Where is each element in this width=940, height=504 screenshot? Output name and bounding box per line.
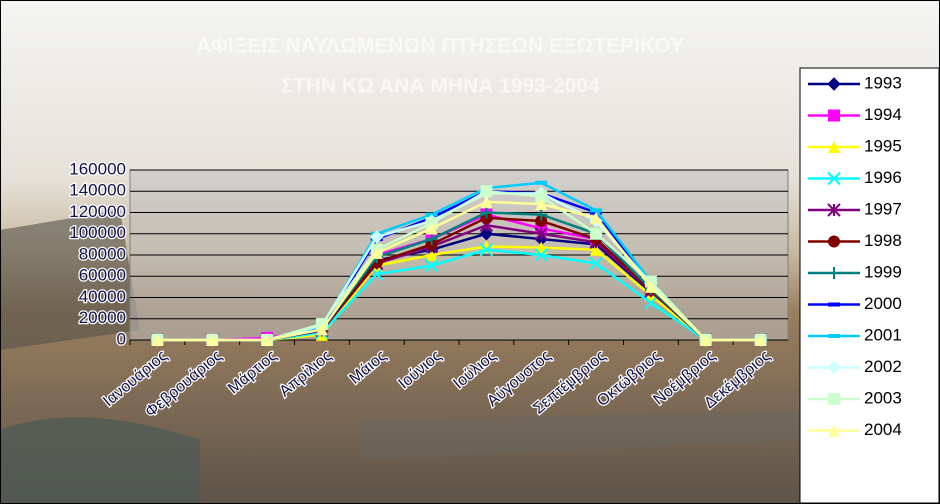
legend-label: 1999	[864, 262, 902, 281]
chart: ΑΦΙΞΕΙΣ ΝΑΥΛΩΜΕΝΩΝ ΠΤΗΣΕΩΝ ΕΞΩΤΕΡΙΚΟΥ ΣΤ…	[0, 0, 940, 504]
legend-label: 2001	[864, 325, 902, 344]
marker	[535, 181, 547, 185]
marker	[480, 185, 492, 197]
y-tick-label: 120000	[69, 202, 126, 221]
marker	[828, 110, 840, 122]
page: {"chart_data": {"type": "line", "title":…	[0, 0, 940, 504]
y-tick-label: 80000	[79, 244, 126, 263]
chart-subtitle: ΣΤΗΝ ΚΩ ΑΝΑ ΜΗΝΑ 1993-2004	[280, 75, 600, 98]
chart-title: ΑΦΙΞΕΙΣ ΝΑΥΛΩΜΕΝΩΝ ΠΤΗΣΕΩΝ ΕΞΩΤΕΡΙΚΟΥ	[196, 35, 684, 58]
legend-label: 2000	[864, 294, 902, 313]
y-tick-label: 0	[117, 329, 126, 348]
legend-label: 1993	[864, 73, 902, 92]
legend-label: 1998	[864, 231, 902, 250]
marker	[590, 208, 602, 212]
y-tick-label: 60000	[79, 266, 126, 285]
legend-label: 1995	[864, 136, 902, 155]
marker	[828, 303, 840, 307]
marker	[828, 334, 840, 338]
legend-label: 1994	[864, 105, 902, 124]
legend-label: 2004	[864, 420, 902, 439]
y-tick-label: 40000	[79, 287, 126, 306]
legend-label: 1997	[864, 199, 902, 218]
marker	[590, 228, 602, 240]
legend-label: 2003	[864, 388, 902, 407]
legend-label: 2002	[864, 357, 902, 376]
marker	[828, 393, 840, 405]
y-tick-label: 100000	[69, 223, 126, 242]
y-tick-label: 140000	[69, 181, 126, 200]
y-tick-label: 20000	[79, 308, 126, 327]
marker	[828, 236, 840, 248]
legend-label: 1996	[864, 168, 902, 187]
y-tick-label: 160000	[69, 159, 126, 178]
